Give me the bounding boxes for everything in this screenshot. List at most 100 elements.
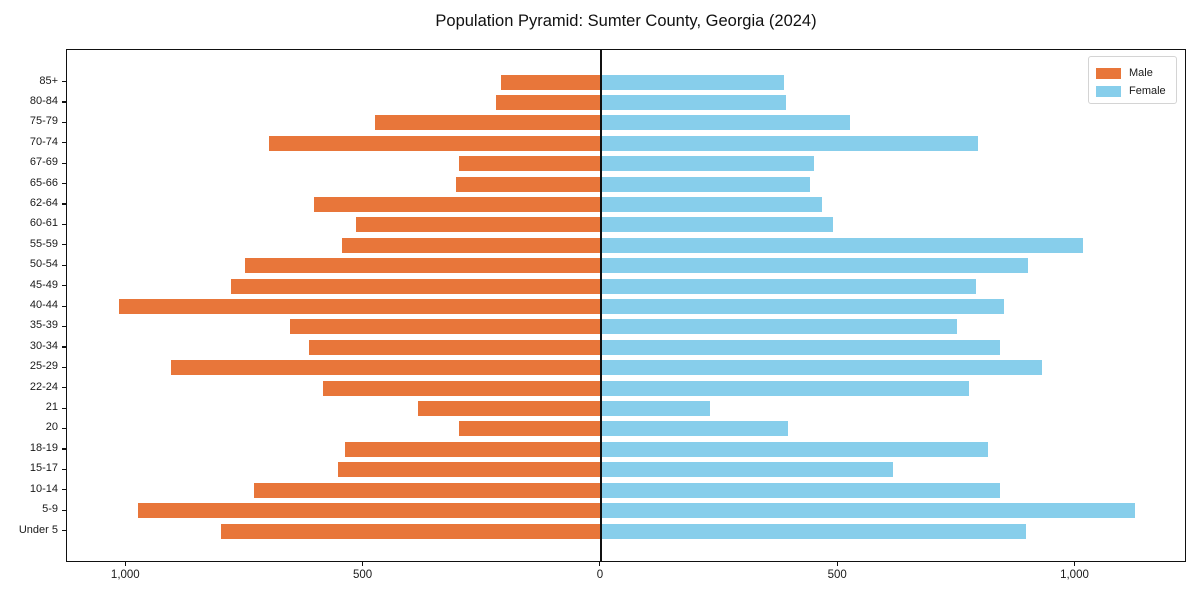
y-tick-mark (62, 427, 66, 430)
male-bar (119, 299, 601, 314)
y-tick-mark (62, 81, 66, 83)
chart-title: Population Pyramid: Sumter County, Georg… (435, 12, 817, 30)
female-bar (600, 217, 834, 233)
y-tick-label: 5-9 (42, 503, 58, 516)
female-bar (600, 360, 1043, 376)
male-swatch-icon (1096, 67, 1121, 79)
y-tick-mark (62, 366, 66, 368)
x-tick-mark (362, 562, 364, 566)
female-bar (600, 94, 786, 110)
female-bar (600, 115, 851, 131)
male-bar (456, 176, 601, 192)
y-tick-label: 80-84 (29, 94, 58, 107)
x-tick-label: 1,000 (1060, 569, 1089, 581)
female-bar (600, 421, 789, 437)
y-tick-mark (62, 325, 66, 328)
x-tick-mark (124, 562, 126, 566)
y-tick-mark (62, 264, 66, 266)
y-tick-mark (62, 244, 66, 246)
female-bar (600, 482, 1000, 498)
y-tick-mark (62, 121, 66, 123)
y-tick-label: Under 5 (18, 523, 58, 536)
y-tick-mark (62, 448, 66, 450)
female-bar (600, 380, 969, 396)
y-tick-label: 62-64 (29, 196, 58, 209)
y-tick-mark (62, 387, 66, 389)
male-bar (171, 360, 601, 376)
y-tick-mark (62, 162, 66, 164)
y-tick-label: 65-66 (29, 176, 58, 189)
male-bar (309, 339, 601, 355)
y-tick-label: 50-54 (29, 258, 58, 271)
y-tick-label: 10-14 (29, 482, 58, 495)
male-bar (138, 503, 601, 519)
y-tick-label: 25-29 (29, 360, 58, 373)
y-tick-mark (62, 346, 66, 348)
male-bar (337, 462, 601, 478)
y-tick-mark (62, 183, 66, 185)
male-bar (496, 94, 601, 110)
legend-label-female: Female (1129, 85, 1166, 97)
female-bar (600, 156, 815, 172)
male-bar (342, 237, 601, 253)
y-tick-mark (62, 142, 66, 144)
x-tick-mark (1073, 562, 1076, 566)
y-tick-label: 60-61 (29, 217, 58, 230)
male-bar (290, 319, 601, 335)
female-bar (600, 503, 1135, 519)
x-tick-label: 0 (596, 569, 604, 581)
y-tick-label: 30-34 (29, 339, 58, 352)
legend-item-male: Male (1096, 64, 1168, 82)
male-bar (418, 401, 601, 417)
x-tick-mark (836, 562, 838, 566)
x-tick-label: 500 (827, 569, 847, 581)
female-bar (600, 319, 957, 335)
zero-axis-line (600, 50, 602, 561)
female-bar (600, 523, 1026, 539)
y-tick-label: 67-69 (29, 156, 58, 169)
legend-item-female: Female (1096, 82, 1168, 100)
y-tick-mark (62, 203, 66, 205)
y-tick-mark (62, 468, 66, 470)
y-tick-mark (62, 285, 66, 287)
y-tick-label: 21 (45, 401, 58, 414)
y-tick-label: 70-74 (29, 135, 58, 148)
female-bar (600, 258, 1028, 274)
male-bar (268, 135, 601, 151)
x-tick-label: 500 (353, 569, 373, 581)
male-bar (230, 278, 601, 294)
y-tick-mark (62, 509, 66, 511)
y-tick-mark (62, 223, 66, 226)
y-tick-label: 55-59 (29, 237, 58, 250)
legend: Male Female (1088, 56, 1177, 104)
y-tick-label: 15-17 (29, 462, 58, 475)
male-bar (375, 115, 601, 131)
female-bar (600, 401, 711, 417)
female-bar (600, 339, 1000, 355)
y-tick-label: 45-49 (29, 278, 58, 291)
plot-area: Male Female (66, 49, 1186, 562)
male-bar (313, 196, 601, 212)
male-bar (344, 441, 601, 457)
y-tick-label: 35-39 (29, 319, 58, 332)
female-bar (600, 135, 979, 151)
male-bar (323, 380, 601, 396)
y-tick-label: 20 (45, 421, 58, 434)
legend-label-male: Male (1129, 67, 1153, 79)
female-bar (600, 237, 1083, 253)
female-bar (600, 196, 822, 212)
female-bar (600, 278, 976, 294)
male-bar (254, 482, 601, 498)
male-bar (501, 74, 601, 90)
male-bar (221, 523, 601, 539)
y-tick-mark (62, 101, 66, 103)
male-bar (458, 156, 601, 172)
x-tick-label: 1,000 (110, 569, 140, 581)
female-bar (600, 176, 810, 192)
female-bar (600, 74, 784, 90)
female-bar (600, 299, 1005, 314)
y-tick-label: 18-19 (29, 441, 58, 454)
y-tick-mark (62, 530, 66, 532)
y-tick-mark (62, 489, 66, 491)
